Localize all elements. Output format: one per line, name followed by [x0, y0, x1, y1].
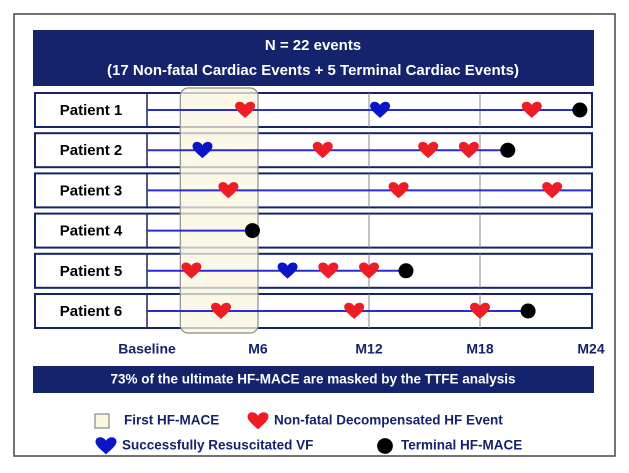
- heart-marker: [458, 141, 479, 159]
- heart-marker: [192, 141, 213, 159]
- row-label: Patient 4: [60, 223, 123, 240]
- row-box: [34, 212, 593, 249]
- x-tick-label: M18: [466, 341, 493, 357]
- legend-label: First HF-MACE: [124, 413, 219, 428]
- heart-marker: [359, 262, 379, 279]
- row-label: Patient 6: [60, 303, 123, 320]
- legend-label: Successfully Resuscitated VF: [122, 438, 313, 453]
- heart-marker: [388, 182, 409, 199]
- header-banner: [33, 30, 594, 86]
- legend-label: Non-fatal Decompensated HF Event: [274, 413, 503, 428]
- heart-marker: [218, 182, 239, 199]
- circle-marker: [572, 102, 588, 118]
- row-label: Patient 1: [60, 102, 123, 119]
- legend-swatch: [377, 438, 393, 454]
- chart-title: N = 22 events: [265, 37, 361, 54]
- row-label: Patient 3: [60, 182, 123, 199]
- circle-marker: [500, 142, 516, 158]
- x-tick-label: M12: [355, 341, 382, 357]
- note-banner: [33, 366, 594, 393]
- heart-marker: [211, 302, 231, 319]
- heart-marker: [277, 262, 298, 279]
- legend-label: Terminal HF-MACE: [401, 438, 522, 453]
- heart-marker: [318, 262, 339, 279]
- heart-marker: [521, 101, 542, 118]
- circle-marker: [244, 223, 260, 239]
- circle-marker: [398, 263, 414, 279]
- legend-swatch: [247, 412, 269, 430]
- heart-marker: [542, 182, 563, 199]
- heart-marker: [344, 302, 365, 319]
- row-label: Patient 5: [60, 263, 123, 280]
- heart-marker: [370, 101, 391, 118]
- row-label: Patient 2: [60, 142, 123, 159]
- legend-swatch: [94, 413, 110, 429]
- x-tick-label: M24: [577, 341, 604, 357]
- legend-swatch: [95, 437, 117, 455]
- chart-subtitle: (17 Non-fatal Cardiac Events + 5 Termina…: [107, 62, 519, 79]
- heart-marker: [235, 101, 256, 118]
- circle-marker: [520, 303, 536, 319]
- heart-marker: [418, 141, 439, 159]
- x-tick-label: Baseline: [118, 341, 176, 357]
- heart-marker: [181, 262, 202, 279]
- note: 73% of the ultimate HF-MACE are masked b…: [110, 372, 515, 387]
- heart-marker: [312, 141, 333, 159]
- x-tick-label: M6: [248, 341, 268, 357]
- heart-marker: [470, 302, 490, 319]
- highlight-span: [179, 87, 259, 334]
